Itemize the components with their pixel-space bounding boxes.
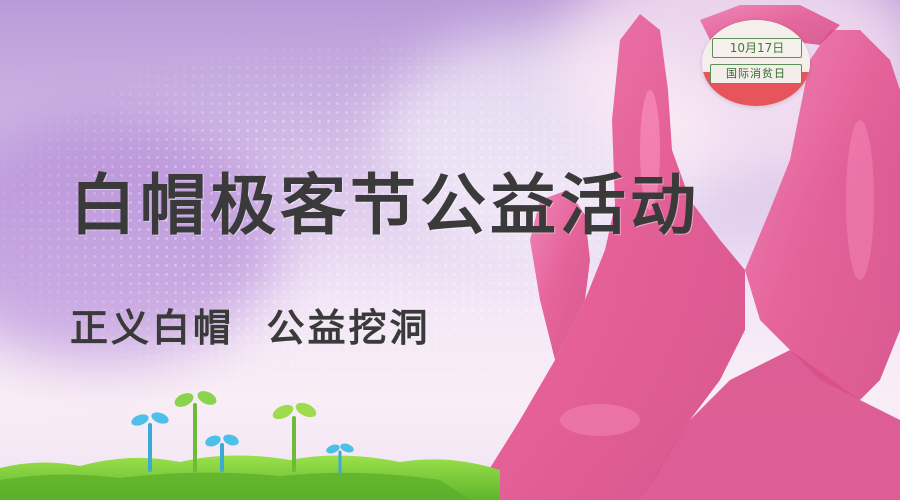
left-thumb-shape [530, 190, 590, 360]
sprout-icon [326, 443, 354, 474]
sprout-icons [131, 391, 354, 474]
sprout-icon [205, 434, 239, 472]
left-hand-shape [470, 14, 745, 500]
lower-hand-shape [640, 350, 900, 500]
sprout-icon [174, 391, 217, 472]
sprout-icon [131, 412, 169, 472]
right-hand-shape [745, 30, 900, 400]
banner-title: 白帽极客节公益活动 [70, 166, 700, 244]
banner-subtitle: 正义白帽 公益挖洞 [70, 305, 431, 350]
badge-date: 10月17日 [712, 38, 802, 58]
date-badge: 10月17日 国际消贫日 [702, 20, 810, 106]
sprout-icon [272, 402, 317, 472]
background-glow [0, 120, 280, 360]
badge-label: 国际消贫日 [710, 64, 802, 84]
